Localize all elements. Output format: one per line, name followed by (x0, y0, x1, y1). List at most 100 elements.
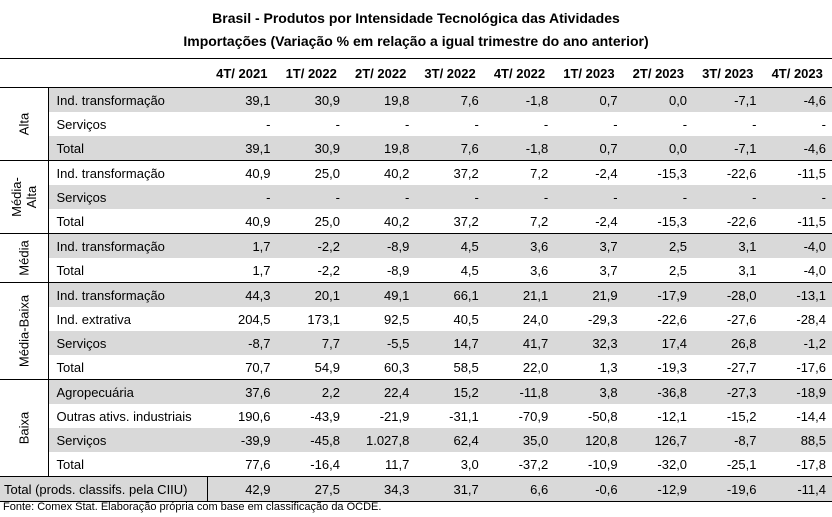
row-label: Ind. extrativa (56, 311, 131, 327)
table-cell: 21,9 (554, 282, 624, 307)
table-cell: - (752, 116, 757, 132)
table-cell: 6,6 (484, 476, 555, 502)
table-cell: 30,9 (276, 136, 346, 161)
table-cell: 49,1 (345, 282, 416, 307)
table-cell: -22,6 (693, 209, 763, 234)
table-cell: 62,4 (415, 428, 485, 452)
table-cell: 27,5 (276, 476, 346, 502)
table-cell: -10,9 (554, 452, 624, 477)
table-row: Baixa Agropecuária 37,6 2,2 22,4 15,2 -11,8 3,8… (0, 379, 832, 477)
table-cell: -8,7 (207, 331, 277, 355)
table-row: Total 39,1 30,9 19,8 7,6 -1,8 0,7 0,0 -7,1 -4,6 (0, 136, 832, 161)
table-cell: 21,1 (484, 282, 555, 307)
table-cell: - (276, 185, 346, 209)
row-label: Ind. transformação (48, 282, 208, 307)
group-label: Média-Baixa (0, 282, 49, 380)
row-label: Total (48, 452, 208, 477)
table-cell: 0,0 (623, 87, 694, 112)
table-cell: -17,9 (623, 282, 694, 307)
table-cell: 24,0 (522, 311, 549, 327)
table-cell: 66,1 (415, 282, 485, 307)
table-cell: 77,6 (207, 452, 277, 477)
row-label: Total (48, 209, 208, 234)
table-cell: 40,2 (345, 209, 416, 234)
table-cell: -36,8 (623, 379, 694, 404)
table-cell: - (405, 116, 410, 132)
table-cell: -27,6 (726, 311, 757, 327)
column-header: 4T/ 2021 (207, 58, 277, 88)
table-cell: 20,1 (276, 282, 346, 307)
table-cell: 120,8 (554, 428, 624, 452)
table-cell: 2,2 (276, 379, 346, 404)
table-cell: 88,5 (762, 428, 832, 452)
table-cell: 39,1 (207, 136, 277, 161)
table-cell: - (543, 116, 549, 132)
column-header: 3T/ 2023 (693, 58, 763, 88)
table-cell: -14,4 (796, 408, 826, 424)
table-cell: -16,4 (276, 452, 346, 477)
table-cell: 37,2 (453, 165, 479, 181)
table-cell: 3,7 (554, 258, 624, 283)
table-cell: - (484, 185, 555, 209)
table-cell: - (415, 185, 485, 209)
table-cell: 41,7 (484, 331, 555, 355)
table-cell: 0,7 (554, 136, 624, 161)
table-cell: 37,6 (207, 379, 277, 404)
table-cell: 7,2 (530, 165, 549, 181)
table-cell: - (682, 116, 688, 132)
table-cell: 40,5 (453, 311, 479, 327)
table-body: Alta Ind. transformação 39,1 30,9 19,8 7,6 -1,… (0, 87, 832, 502)
table-cell: 204,5 (237, 311, 271, 327)
table-cell: 7,6 (415, 87, 485, 112)
table-cell: 3,8 (554, 379, 624, 404)
header-blank (0, 58, 49, 88)
table-cell: -5,5 (345, 331, 416, 355)
table-cell: 1.027,8 (345, 428, 416, 452)
column-header: 1T/ 2022 (276, 58, 346, 88)
table-row: Total 70,7 54,9 60,3 58,5 22,0 1,3 -19,3 -27,7 -1… (0, 355, 832, 380)
table-cell: 7,7 (276, 331, 346, 355)
table-cell: -27,3 (693, 379, 763, 404)
table-row: Média-Baixa Ind. transformação 44,3 20,1 49,… (0, 282, 832, 380)
table-row: Total 77,6 -16,4 11,7 3,0 -37,2 -10,9 -32,0 -25,… (0, 452, 832, 477)
table-cell: 19,8 (345, 87, 416, 112)
table-cell: -50,8 (587, 408, 618, 424)
table-cell: 44,3 (207, 282, 277, 307)
table-cell: -2,4 (554, 209, 624, 234)
total-row: Total (prods. classifs. pela CIIU) 42,9 27… (0, 476, 832, 502)
table-cell: -4,6 (762, 87, 832, 112)
table-cell: 1,7 (207, 233, 277, 258)
header-blank (48, 58, 208, 88)
table-row: Serviços - - - - - - - - - (0, 112, 832, 136)
table-cell: -11,5 (762, 209, 832, 234)
table-cell: -43,9 (310, 408, 340, 424)
column-header: 2T/ 2023 (623, 58, 694, 88)
table-cell: -19,6 (693, 476, 763, 502)
data-table: 4T/ 2021 1T/ 2022 2T/ 2022 3T/ 2022 4T/ … (0, 58, 832, 502)
table-cell: 19,8 (345, 136, 416, 161)
column-header: 2T/ 2022 (345, 58, 416, 88)
table-row: Ind. extrativa 204,5 173,1 92,5 40,5 24,0 -29,… (0, 307, 832, 331)
table-cell: -4,0 (762, 258, 832, 283)
table-cell: - (207, 185, 277, 209)
table-row: Total 40,9 25,0 40,2 37,2 7,2 -2,4 -15,3 -22,6 -1… (0, 209, 832, 234)
table-cell: -8,9 (345, 233, 416, 258)
column-header: 4T/ 2023 (762, 58, 832, 88)
table-cell: 0,7 (554, 87, 624, 112)
table-cell: 92,5 (384, 311, 410, 327)
table-cell: -12,9 (623, 476, 694, 502)
table-cell: 42,9 (207, 476, 277, 502)
table-cell: 34,3 (345, 476, 416, 502)
table-cell: - (266, 116, 271, 132)
table-cell: -7,1 (693, 136, 763, 161)
table-cell: -28,0 (693, 282, 763, 307)
table-cell: - (613, 116, 618, 132)
table-cell: 17,4 (623, 331, 694, 355)
table-cell: 3,0 (415, 452, 485, 477)
table-subtitle: Importações (Variação % em relação a igu… (183, 33, 649, 49)
total-row-label: Total (prods. classifs. pela CIIU) (0, 476, 208, 502)
header-row: 4T/ 2021 1T/ 2022 2T/ 2022 3T/ 2022 4T/ … (0, 58, 832, 88)
table-cell: -4,0 (762, 233, 832, 258)
table-cell: 22,0 (484, 355, 555, 380)
table-cell: 22,4 (345, 379, 416, 404)
